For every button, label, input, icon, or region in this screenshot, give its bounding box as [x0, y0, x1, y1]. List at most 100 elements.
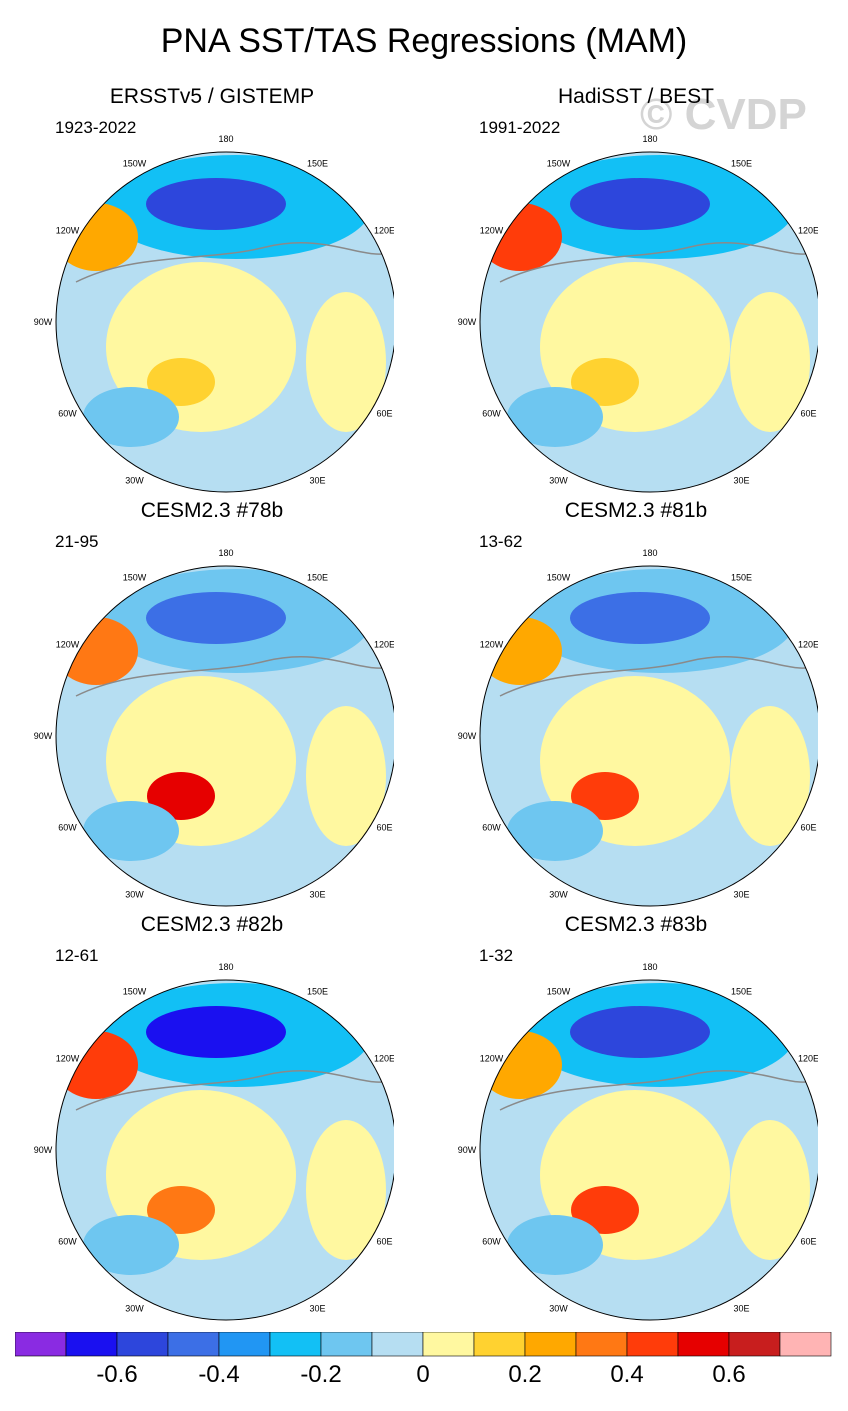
anomaly-field: [480, 566, 818, 906]
colorbar-swatch: [15, 1332, 67, 1357]
anomaly-eurasia-warm: [730, 1120, 810, 1260]
lon-label: 90W: [34, 317, 53, 327]
lon-label: 30E: [733, 1303, 749, 1313]
lon-label: 30W: [125, 475, 144, 485]
polar-map: 180150E120E90E60E30E030W60W90W120W150W: [458, 134, 818, 493]
colorbar-label: 0.6: [712, 1361, 745, 1388]
panel-6: CESM2.3 #83b 1-32 180150E120E90E60E30E03…: [424, 913, 848, 1326]
anomaly-extra-warm: [147, 772, 215, 820]
lon-label: 30W: [549, 889, 568, 899]
lon-label: 90W: [34, 1145, 53, 1155]
colorbar-label: -0.6: [96, 1361, 137, 1388]
lon-label: 180: [642, 962, 657, 972]
anomaly-extra-warm: [571, 772, 639, 820]
lon-label: 30W: [125, 889, 144, 899]
anomaly-field: [56, 980, 394, 1320]
panel-period: 1991-2022: [479, 118, 561, 137]
lon-label: 120W: [480, 640, 504, 650]
lon-label: 90W: [458, 731, 477, 741]
lon-label: 180: [218, 548, 233, 558]
map-border: [55, 151, 394, 493]
lon-label: 30W: [549, 475, 568, 485]
polar-map: 180150E120E90E60E30E030W60W90W120W150W: [34, 134, 394, 493]
colorbar-swatch: [116, 1332, 169, 1357]
map-border: [479, 565, 818, 907]
lon-label: 60E: [800, 1237, 816, 1247]
colorbar-swatch: [677, 1332, 730, 1357]
colorbar-label: 0.4: [610, 1361, 643, 1388]
coastline: [499, 242, 816, 283]
lon-label: 150W: [123, 987, 147, 997]
polar-map: 180150E120E90E60E30E030W60W90W120W150W: [458, 962, 818, 1321]
polar-map: 180150E120E90E60E30E030W60W90W120W150W: [34, 548, 394, 907]
colorbar-swatch: [728, 1332, 781, 1357]
lon-label: 30E: [309, 475, 325, 485]
anomaly-extra-warm: [571, 358, 639, 406]
colorbar-label: 0: [416, 1361, 429, 1388]
lon-label: 30W: [125, 1303, 144, 1313]
lon-label: 120E: [374, 226, 394, 236]
anomaly-pacific-low-core: [146, 592, 286, 644]
anomaly-pacific-low-core: [146, 178, 286, 230]
lon-label: 120E: [798, 640, 818, 650]
panel-period: 21-95: [55, 532, 99, 551]
anomaly-pacific-low-core: [570, 592, 710, 644]
lon-label: 150E: [307, 573, 328, 583]
colorbar-label: 0.2: [508, 1361, 541, 1388]
panel-title: CESM2.3 #81b: [564, 499, 708, 522]
colorbar-swatch: [371, 1332, 424, 1357]
watermark: © CVDP: [640, 90, 807, 139]
lon-label: 60W: [58, 1237, 77, 1247]
anomaly-eurasia-warm: [730, 292, 810, 432]
anomaly-eurasia-warm: [306, 1120, 386, 1260]
panel-4: CESM2.3 #81b 13-62 180150E120E90E60E30E0…: [424, 499, 848, 912]
lon-label: 180: [218, 962, 233, 972]
lon-label: 150W: [123, 573, 147, 583]
lon-label: 90W: [34, 731, 53, 741]
lon-label: 60E: [376, 409, 392, 419]
lon-label: 150W: [123, 159, 147, 169]
lon-label: 150E: [731, 573, 752, 583]
anomaly-extra-warm: [147, 1186, 215, 1234]
panel-1: ERSSTv5 / GISTEMP 1923-2022 180 150E 120E 9…: [0, 85, 424, 498]
lon-label: 120E: [374, 1054, 394, 1064]
panel-period: 1-32: [479, 946, 514, 965]
polar-map: 180150E120E90E60E30E030W60W90W120W150W: [458, 548, 818, 907]
panel-title: ERSSTv5 / GISTEMP: [109, 85, 315, 108]
panel-title: CESM2.3 #82b: [140, 913, 284, 936]
map-border: [55, 565, 394, 907]
anomaly-pacific-low-core: [146, 1006, 286, 1058]
anomaly-atlantic-cool: [83, 1215, 179, 1275]
colorbar-swatch: [779, 1332, 832, 1357]
lon-label: 90W: [458, 317, 477, 327]
lon-label: 180: [218, 134, 233, 144]
lon-label: 60W: [482, 823, 501, 833]
lon-label: 60E: [376, 1237, 392, 1247]
colorbar: -0.6 -0.4 -0.2 0 0.2 0.4 0.6: [15, 1332, 832, 1388]
colorbar-swatch: [524, 1332, 577, 1357]
lon-label: 120W: [480, 226, 504, 236]
lon-label: 120W: [56, 1054, 80, 1064]
anomaly-field: [56, 566, 394, 906]
lon-label: 60E: [800, 409, 816, 419]
lon-label: 60W: [482, 409, 501, 419]
lon-label: 150E: [307, 987, 328, 997]
lon-label: 120W: [56, 226, 80, 236]
coastline: [499, 1070, 816, 1111]
lon-label: 60E: [376, 823, 392, 833]
anomaly-extra-warm: [571, 1186, 639, 1234]
anomaly-eurasia-warm: [306, 292, 386, 432]
panel-3: CESM2.3 #78b 21-95 180150E120E90E60E30E0…: [0, 499, 424, 912]
lon-label: 180: [642, 548, 657, 558]
lon-label: 150E: [731, 159, 752, 169]
coastline: [499, 656, 816, 697]
anomaly-eurasia-warm: [730, 706, 810, 846]
lon-label: 60W: [482, 1237, 501, 1247]
colorbar-swatch: [422, 1332, 475, 1357]
page-title: PNA SST/TAS Regressions (MAM): [160, 22, 688, 60]
lon-label: 120W: [56, 640, 80, 650]
anomaly-atlantic-cool: [83, 801, 179, 861]
coastline: [75, 656, 392, 697]
coastline: [75, 1070, 392, 1111]
colorbar-swatch: [167, 1332, 220, 1357]
